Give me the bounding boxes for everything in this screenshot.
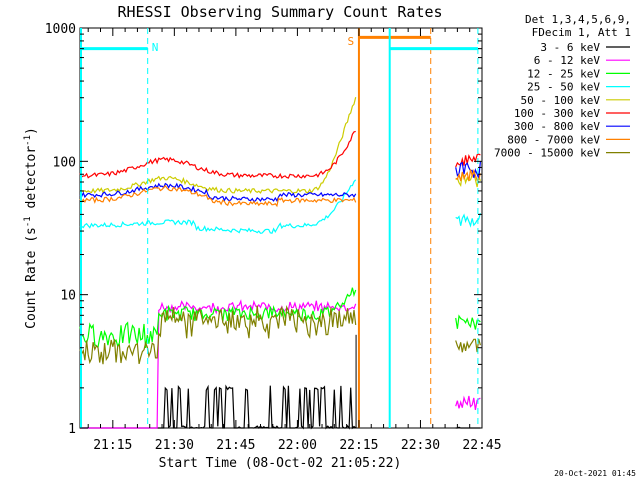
x-tick-label: 21:45 (216, 438, 255, 453)
series-1 (80, 299, 481, 429)
series-line (455, 338, 481, 353)
legend: Det 1,3,4,5,6,9,FDecim 1, Att 1 3 - 6 keV… (494, 13, 631, 160)
legend-label: 12 - 25 keV (527, 67, 600, 80)
legend-header: Det 1,3,4,5,6,9, (525, 13, 631, 26)
series-line (455, 314, 481, 330)
series-2 (79, 287, 481, 349)
legend-label: 25 - 50 keV (527, 81, 600, 94)
series-line (79, 130, 356, 179)
legend-label: 6 - 12 keV (534, 54, 601, 67)
y-tick-label: 1 (68, 422, 76, 437)
series-6 (79, 161, 481, 203)
y-axis: 1 10 100 1000 (45, 22, 482, 437)
series-5 (79, 130, 481, 179)
legend-label: 7000 - 15000 keV (494, 147, 600, 160)
flag-label-n: N (152, 41, 159, 54)
legend-header: FDecim 1, Att 1 (532, 26, 631, 39)
series-line (455, 153, 481, 168)
series-line (455, 213, 481, 228)
series-line (79, 97, 357, 195)
series-line (80, 299, 357, 429)
series-line (79, 182, 357, 203)
x-axis: 21:15 21:30 21:45 22:00 22:15 22:30 22:45 (87, 28, 502, 453)
legend-label: 100 - 300 keV (514, 107, 600, 120)
x-tick-label: 22:00 (278, 438, 317, 453)
series-7 (79, 169, 481, 208)
series-3 (79, 179, 481, 234)
series-line (80, 384, 357, 430)
series-line (79, 287, 357, 349)
legend-label: 800 - 7000 keV (507, 133, 600, 146)
legend-label: 50 - 100 keV (521, 94, 601, 107)
series-line (455, 161, 481, 179)
series-layer (79, 97, 481, 430)
plot-frame (79, 27, 483, 429)
series-line (79, 179, 357, 234)
y-tick-label: 10 (60, 289, 76, 304)
x-tick-label: 22:15 (339, 438, 378, 453)
legend-label: 300 - 800 keV (514, 120, 600, 133)
y-axis-label: Count Rate (s-1 detector-1) (23, 127, 39, 329)
x-axis-label: Start Time (08-Oct-02 21:05:22) (159, 456, 402, 471)
x-tick-label: 22:45 (462, 438, 501, 453)
series-4 (79, 97, 481, 195)
series-8 (79, 304, 481, 365)
legend-label: 3 - 6 keV (540, 41, 600, 54)
y-tick-label: 1000 (45, 22, 76, 37)
series-line (455, 169, 481, 182)
y-tick-label: 100 (53, 155, 76, 170)
series-line (79, 184, 357, 208)
series-line (455, 395, 481, 411)
flag-label-s: S (347, 35, 354, 48)
series-line (79, 304, 357, 365)
x-tick-label: 22:30 (401, 438, 440, 453)
x-tick-label: 21:30 (155, 438, 194, 453)
chart-title: RHESSI Observing Summary Count Rates (117, 3, 442, 21)
footer-date: 20-Oct-2021 01:45 (554, 469, 636, 478)
x-tick-label: 21:15 (93, 438, 132, 453)
